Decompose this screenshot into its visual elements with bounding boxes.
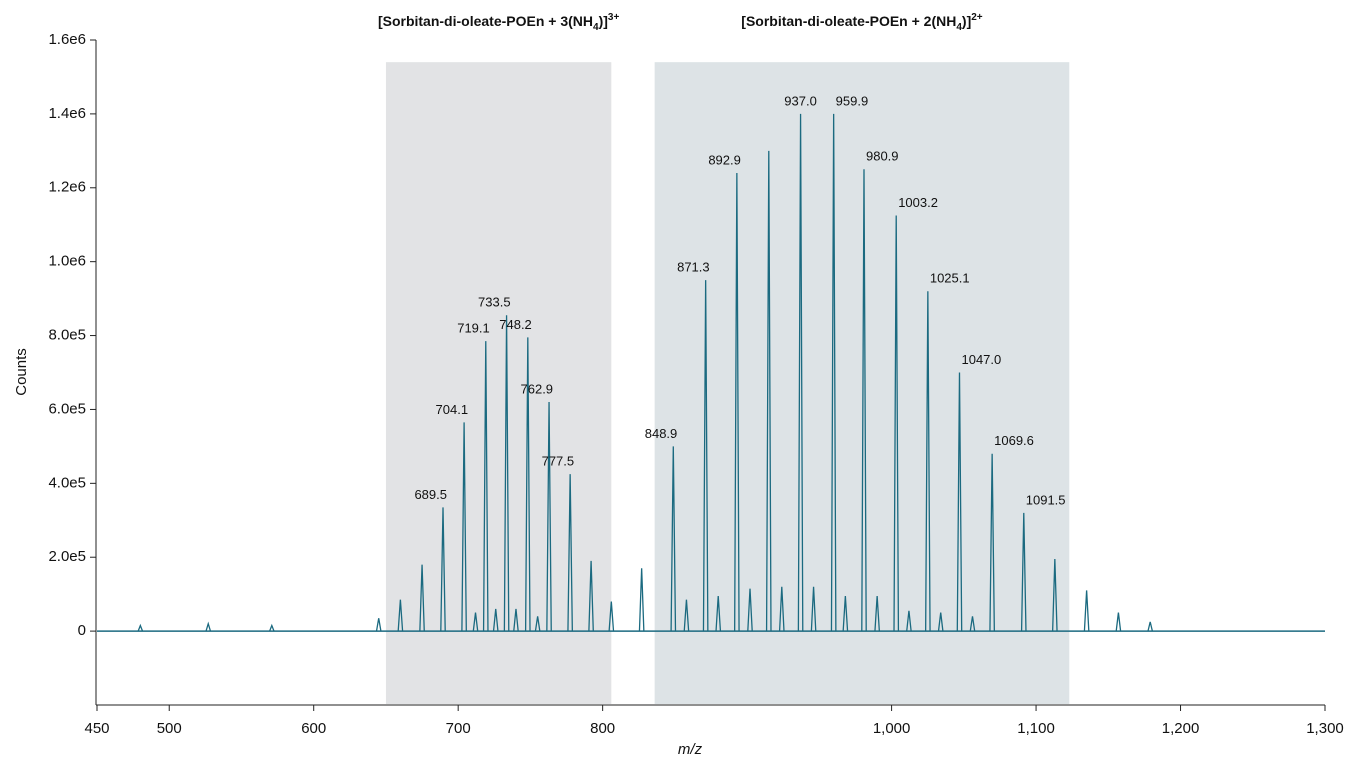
peak-label: 689.5: [414, 487, 447, 502]
peak: [830, 113, 837, 632]
region-title-part: 2+: [971, 12, 983, 23]
peak: [137, 623, 144, 632]
peak: [588, 560, 594, 632]
region-title: [Sorbitan-di-oleate-POEn + 3(NH4)]3+: [378, 12, 620, 33]
peak: [937, 612, 944, 632]
peak: [503, 315, 510, 632]
peak-label: 1003.2: [898, 195, 938, 210]
peak: [670, 446, 677, 632]
y-tick-label: 4.0e5: [48, 474, 86, 491]
peak: [734, 172, 740, 632]
peak: [1147, 621, 1154, 632]
peak-label: 733.5: [478, 295, 511, 310]
x-axis-title: m/z: [678, 741, 703, 758]
x-tick-label: 1,200: [1162, 720, 1200, 737]
peak: [638, 568, 645, 632]
peak: [861, 169, 867, 632]
x-tick-label: 500: [157, 720, 182, 737]
region-title-part: 4: [593, 22, 599, 33]
peak: [906, 610, 912, 632]
region-title-part: [Sorbitan-di-oleate-POEn + 2(NH: [741, 13, 956, 29]
peak: [747, 588, 753, 632]
regions: [385, 62, 1070, 704]
peak: [778, 586, 785, 632]
peak: [534, 616, 541, 632]
x-tick-label: 800: [590, 720, 615, 737]
peak: [524, 337, 531, 632]
peak-label: 719.1: [457, 321, 490, 336]
peak: [375, 618, 382, 632]
peak: [925, 291, 931, 632]
highlight-region: [385, 62, 612, 704]
peak-label: 871.3: [677, 260, 710, 275]
peak: [797, 113, 804, 632]
peak: [893, 215, 900, 632]
y-tick-label: 1.6e6: [48, 31, 86, 48]
peak: [513, 608, 519, 632]
y-tick-label: 1.2e6: [48, 179, 86, 196]
peak: [683, 599, 690, 632]
peak-label: 959.9: [836, 93, 869, 108]
peak: [1115, 612, 1122, 632]
region-title: [Sorbitan-di-oleate-POEn + 2(NH4)]2+: [741, 12, 983, 33]
y-tick-label: 1.4e6: [48, 105, 86, 122]
peak: [715, 595, 722, 632]
peak: [461, 422, 467, 632]
peak: [546, 402, 552, 632]
peak: [608, 601, 615, 632]
region-title-part: )]: [962, 13, 971, 29]
y-tick-label: 8.0e5: [48, 327, 86, 344]
y-tick-label: 2.0e5: [48, 548, 86, 565]
peak: [810, 586, 817, 632]
peak-label: 892.9: [708, 152, 741, 167]
peak: [472, 612, 479, 632]
peak: [969, 616, 976, 632]
peak: [956, 372, 963, 632]
peak-label: 1047.0: [961, 352, 1001, 367]
peak: [702, 280, 709, 632]
region-title-part: 4: [956, 22, 962, 33]
peak-label: 704.1: [436, 402, 469, 417]
peak: [989, 453, 995, 632]
peak: [397, 599, 404, 632]
peak-label: 937.0: [784, 93, 817, 108]
peak: [765, 150, 772, 632]
peak-label: 748.2: [499, 317, 532, 332]
peak: [567, 474, 573, 632]
y-tick-label: 1.0e6: [48, 253, 86, 270]
y-tick-label: 6.0e5: [48, 400, 86, 417]
peak-label: 777.5: [542, 454, 575, 469]
peak-label: 980.9: [866, 149, 899, 164]
peak: [482, 341, 489, 632]
peak: [842, 595, 849, 632]
x-tick-label: 1,000: [873, 720, 911, 737]
region-title-part: 3+: [608, 12, 620, 23]
peak: [874, 595, 880, 632]
peak-label: 762.9: [521, 381, 554, 396]
peak-label: 1069.6: [994, 433, 1034, 448]
region-title-part: [Sorbitan-di-oleate-POEn + 3(NH: [378, 13, 593, 29]
x-tick-label: 1,100: [1017, 720, 1055, 737]
peak-label: 1091.5: [1026, 492, 1066, 507]
x-tick-label: 600: [301, 720, 326, 737]
peak: [1051, 559, 1058, 632]
y-axis-title: Counts: [13, 348, 30, 396]
peak-label: 848.9: [645, 426, 678, 441]
peak: [1020, 512, 1027, 632]
region-title-part: )]: [599, 13, 608, 29]
peak: [269, 623, 275, 632]
peak: [205, 621, 212, 632]
x-tick-label: 700: [446, 720, 471, 737]
x-tick-label: 450: [84, 720, 109, 737]
peak: [440, 507, 446, 632]
x-tick-label: 1,300: [1306, 720, 1344, 737]
peak: [1083, 590, 1090, 632]
y-tick-label: 0: [78, 622, 86, 639]
peak-label: 1025.1: [930, 271, 970, 286]
peak: [492, 608, 499, 632]
peak: [419, 564, 425, 632]
